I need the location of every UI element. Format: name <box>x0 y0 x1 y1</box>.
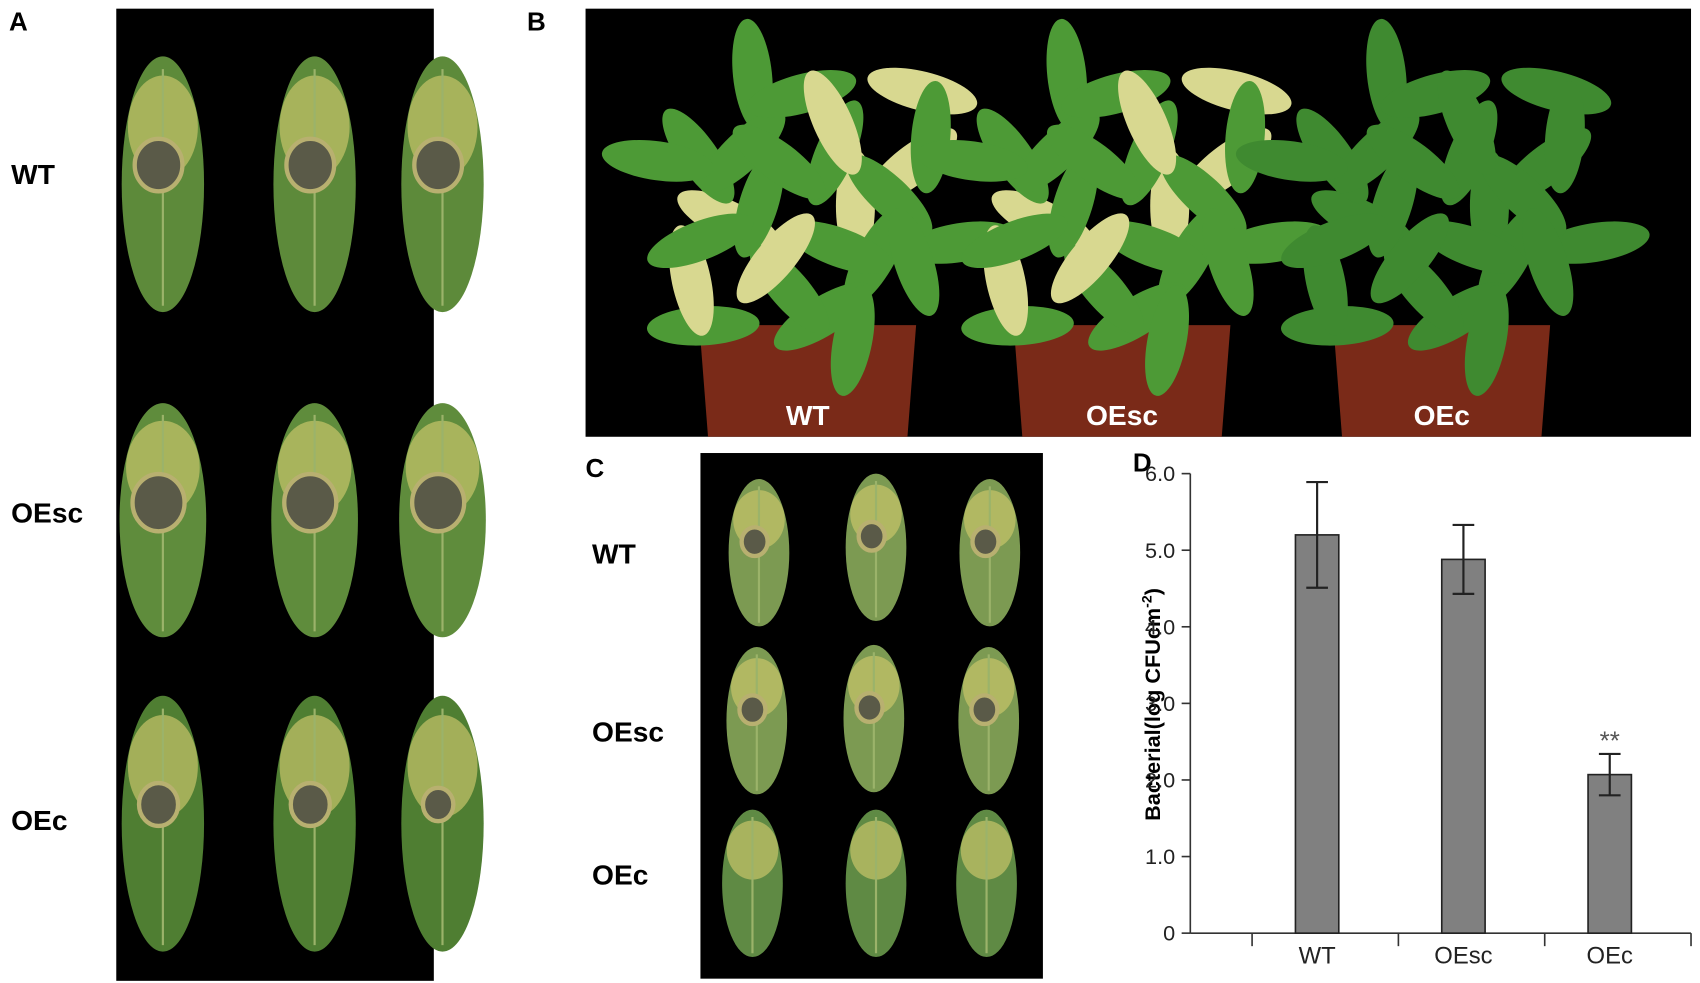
lesion <box>856 519 887 553</box>
plant-leaf <box>1538 221 1650 264</box>
lesion <box>420 785 456 824</box>
plant-leaf <box>888 208 940 316</box>
plant-leaf <box>1202 208 1254 316</box>
row-label: OEsc <box>592 715 664 747</box>
bar <box>1440 558 1486 934</box>
lesion <box>739 525 770 559</box>
lesion <box>854 691 885 724</box>
row-label: OEsc <box>11 496 83 528</box>
plant-leaf <box>1181 67 1292 115</box>
plant-leaf <box>803 70 862 175</box>
plant-leaf <box>961 213 1068 269</box>
panel-label: A <box>9 6 28 36</box>
lesion <box>130 471 187 534</box>
panel-label: C <box>586 453 605 483</box>
y-label-suffix: ) <box>1140 588 1165 595</box>
y-axis-label: Bacterial(log CFUcm-2) <box>1138 588 1165 821</box>
y-tick-label: 0 <box>1163 921 1175 946</box>
pot-label: WT <box>786 399 830 431</box>
lesion <box>282 471 339 534</box>
plant-leaf <box>830 285 875 396</box>
plant-leaf <box>1464 285 1509 396</box>
plant-leaf <box>1437 70 1496 175</box>
x-tick-label: OEsc <box>1434 942 1492 969</box>
y-label-text: Bacterial(log CFUcm <box>1140 608 1165 821</box>
plant-leaf <box>867 67 978 115</box>
plant-leaf <box>1235 140 1348 182</box>
lesion <box>970 525 1001 559</box>
plant-leaf <box>732 124 826 200</box>
x-tick-label: OEc <box>1587 942 1633 969</box>
plant-leaf <box>1145 285 1190 396</box>
bar <box>1294 534 1340 934</box>
lesion <box>288 780 332 829</box>
pot-label: OEc <box>1414 399 1470 431</box>
row-label: OEc <box>592 858 648 890</box>
y-tick-label: 4.0 <box>1145 614 1175 639</box>
lesion <box>136 780 181 829</box>
panel-label: D <box>1133 447 1152 477</box>
row-label: OEc <box>11 804 67 836</box>
lesion <box>132 136 185 194</box>
pot-label: OEsc <box>1086 399 1158 431</box>
plant-leaf <box>1366 124 1460 200</box>
y-tick-label: 3.0 <box>1145 691 1175 716</box>
x-tick-label: WT <box>1299 942 1336 969</box>
plant-leaf <box>1522 208 1574 316</box>
annotation: ** <box>1600 726 1620 756</box>
plant-leaf <box>916 140 1028 182</box>
y-tick-label: 5.0 <box>1145 538 1175 563</box>
error-bar <box>1306 480 1328 589</box>
y-label-sup: -2 <box>1138 595 1154 608</box>
y-tick-label: 6.0 <box>1145 461 1175 486</box>
row-label: WT <box>592 538 636 570</box>
plant-leaf <box>1501 67 1612 115</box>
plant-leaf <box>1370 213 1450 304</box>
error-bar <box>1452 523 1475 595</box>
plant-leaf <box>1046 124 1140 200</box>
y-tick-label: 1.0 <box>1145 844 1175 869</box>
row-label: WT <box>11 158 55 190</box>
error-bar <box>1598 752 1621 797</box>
lesion <box>284 136 337 194</box>
lesion <box>737 693 768 727</box>
plant-leaf <box>647 213 754 269</box>
plant-leaf <box>736 213 815 304</box>
lesion <box>409 471 467 534</box>
bar <box>1587 773 1633 934</box>
y-tick-label: 2.0 <box>1145 768 1175 793</box>
plant-leaf <box>1544 80 1585 194</box>
lesion <box>412 136 465 194</box>
plant-leaf <box>1050 213 1130 304</box>
photos <box>116 8 1692 981</box>
lesion <box>969 693 1000 727</box>
panel-label: B <box>527 6 546 36</box>
plant-leaf <box>601 140 714 182</box>
plant-leaf <box>1281 213 1388 269</box>
plant-leaf <box>1118 70 1177 175</box>
